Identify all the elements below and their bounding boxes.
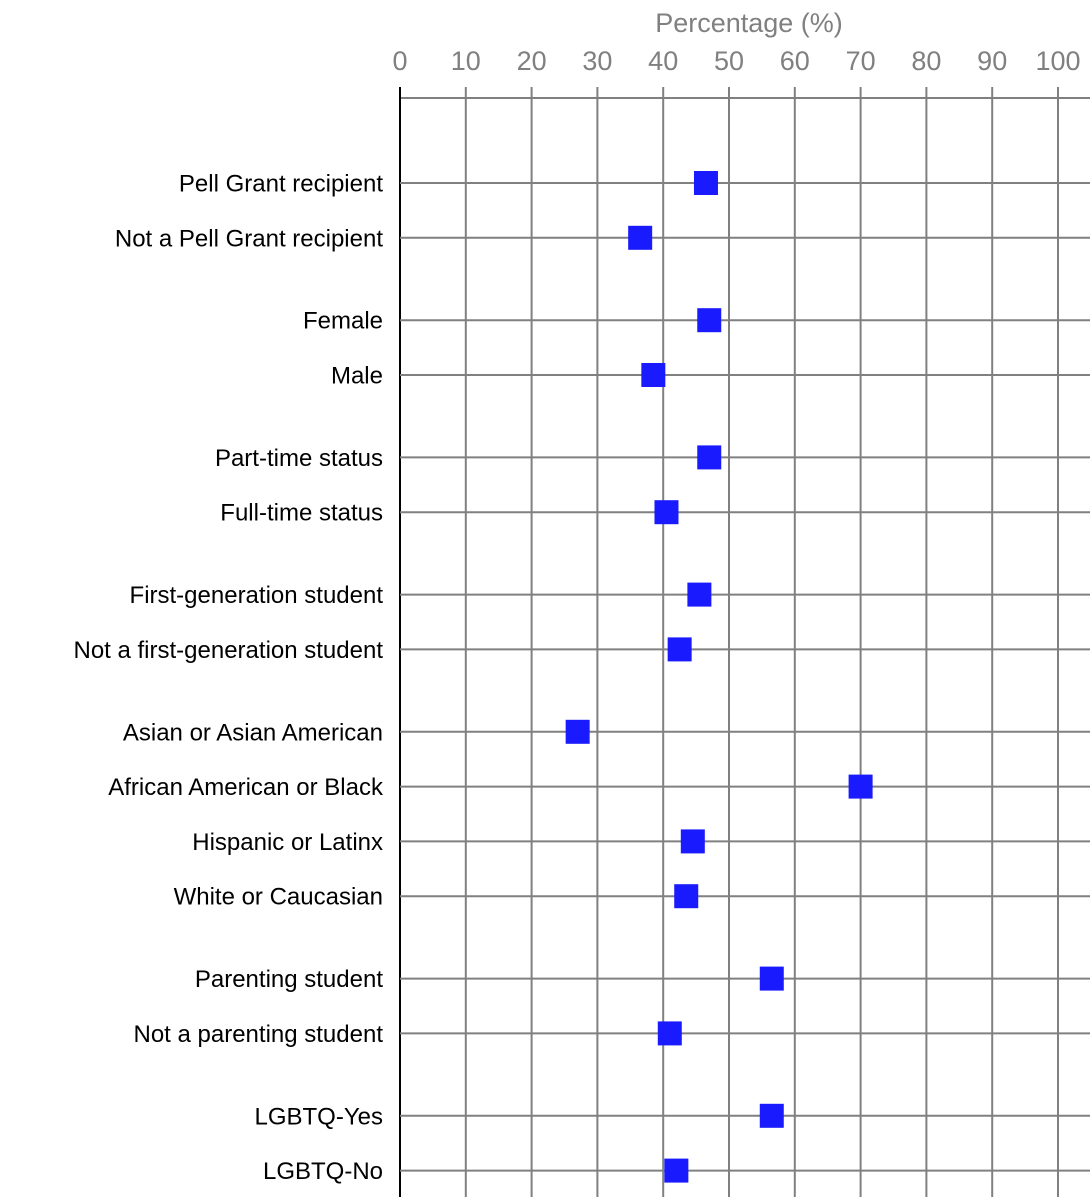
x-tick-label-20: 20 bbox=[517, 46, 547, 76]
category-label-asian-or-asian-american: Asian or Asian American bbox=[123, 719, 383, 746]
data-point-pell-grant-recipient bbox=[693, 171, 718, 195]
data-point-male bbox=[641, 363, 666, 387]
x-tick-label-90: 90 bbox=[977, 46, 1007, 76]
x-tick-label-10: 10 bbox=[451, 46, 481, 76]
data-point-full-time-status bbox=[654, 500, 679, 525]
data-point-hispanic-or-latinx bbox=[680, 829, 705, 854]
x-tick-label-0: 0 bbox=[392, 46, 407, 76]
data-point-asian-or-asian-american bbox=[565, 719, 590, 744]
grid-layer bbox=[399, 87, 1090, 1197]
category-label-african-american-or-black: African American or Black bbox=[108, 774, 384, 801]
data-point-layer bbox=[565, 171, 873, 1183]
data-point-not-a-pell-grant-recipient bbox=[628, 225, 653, 250]
category-label-hispanic-or-latinx: Hispanic or Latinx bbox=[192, 829, 383, 856]
data-point-african-american-or-black bbox=[848, 774, 873, 799]
data-point-not-a-parenting-student bbox=[657, 1021, 682, 1046]
data-point-first-generation-student bbox=[687, 582, 712, 607]
data-point-lgbtq-yes bbox=[759, 1103, 784, 1128]
data-point-lgbtq-no bbox=[664, 1158, 689, 1183]
category-label-layer: Pell Grant recipient Not a Pell Grant rec… bbox=[73, 171, 384, 1186]
category-label-not-a-parenting-student: Not a parenting student bbox=[133, 1021, 383, 1048]
data-point-white-or-caucasian bbox=[674, 884, 699, 909]
x-tick-label-30: 30 bbox=[582, 46, 612, 76]
category-label-male: Male bbox=[331, 363, 383, 390]
category-label-pell-grant-recipient: Pell Grant recipient bbox=[179, 171, 383, 198]
x-tick-label-50: 50 bbox=[714, 46, 744, 76]
data-point-female bbox=[697, 308, 722, 333]
category-label-female: Female bbox=[303, 308, 383, 335]
data-point-not-a-first-generation-student bbox=[667, 637, 692, 662]
x-tick-label-40: 40 bbox=[648, 46, 678, 76]
category-label-full-time-status: Full-time status bbox=[220, 500, 383, 527]
x-tick-label-60: 60 bbox=[780, 46, 810, 76]
category-label-lgbtq-yes: LGBTQ-Yes bbox=[255, 1103, 384, 1130]
category-label-not-a-first-generation-student: Not a first-generation student bbox=[73, 637, 383, 664]
x-axis-title: Percentage (%) bbox=[655, 8, 843, 38]
category-label-white-or-caucasian: White or Caucasian bbox=[174, 884, 383, 911]
category-label-first-generation-student: First-generation student bbox=[130, 582, 384, 609]
tick-label-layer: 0 10 20 30 40 50 60 70 80 90 100 bbox=[392, 46, 1080, 76]
category-label-lgbtq-no: LGBTQ-No bbox=[263, 1158, 383, 1185]
category-label-parenting-student: Parenting student bbox=[195, 966, 383, 993]
x-tick-label-70: 70 bbox=[846, 46, 876, 76]
data-point-parenting-student bbox=[759, 966, 784, 991]
category-label-not-a-pell-grant-recipient: Not a Pell Grant recipient bbox=[115, 225, 383, 252]
data-point-part-time-status bbox=[697, 445, 722, 470]
x-tick-label-100: 100 bbox=[1035, 46, 1080, 76]
category-label-part-time-status: Part-time status bbox=[215, 445, 383, 472]
x-tick-label-80: 80 bbox=[911, 46, 941, 76]
